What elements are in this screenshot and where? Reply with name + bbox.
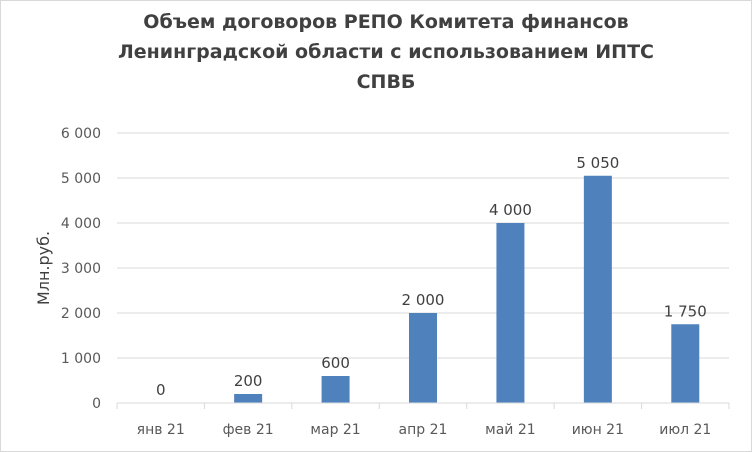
bar	[321, 376, 350, 403]
data-label: 5 050	[576, 154, 619, 172]
y-tick-label: 5 000	[61, 171, 101, 187]
y-tick-label: 3 000	[61, 261, 101, 277]
bar	[234, 394, 263, 403]
data-label: 1 750	[664, 302, 707, 320]
y-tick-label: 0	[92, 396, 101, 412]
x-tick-label: июн 21	[572, 422, 624, 438]
bar	[671, 324, 700, 403]
x-tick-label: фев 21	[223, 422, 274, 438]
bar	[409, 313, 437, 403]
data-label: 4 000	[489, 201, 532, 219]
y-tick-label: 2 000	[61, 306, 101, 322]
data-label: 600	[321, 354, 350, 372]
y-axis-label: Млн.руб.	[34, 231, 53, 305]
bar	[583, 175, 612, 403]
bar	[496, 223, 525, 403]
chart-title-line-3: СПВБ	[356, 71, 416, 93]
x-axis: янв 21 фев 21 мар 21 апр 21 май 21 июн 21 июл …	[116, 402, 730, 438]
data-label: 0	[156, 381, 166, 399]
y-tick-label: 1 000	[61, 351, 101, 367]
bars	[234, 175, 700, 403]
data-label: 2 000	[402, 291, 445, 309]
chart-title-line-2: Ленинградской области с использованием И…	[117, 41, 654, 63]
data-label: 200	[234, 372, 263, 390]
y-tick-label: 6 000	[61, 126, 101, 142]
x-tick-label: мар 21	[310, 422, 360, 438]
x-tick-label: апр 21	[399, 422, 448, 438]
chart-title: Объем договоров РЕПО Комитета финансов Л…	[61, 7, 711, 97]
x-tick-label: янв 21	[137, 422, 185, 438]
chart-title-line-1: Объем договоров РЕПО Комитета финансов	[143, 11, 629, 33]
y-tick-label: 4 000	[61, 216, 101, 232]
data-labels: 0 200 600 2 000 4 000 5 050 1 750	[156, 154, 707, 399]
x-tick-label: июл 21	[659, 422, 711, 438]
y-tick-labels: 0 1 000 2 000 3 000 4 000 5 000 6 000	[61, 126, 101, 412]
x-tick-label: май 21	[485, 422, 536, 438]
